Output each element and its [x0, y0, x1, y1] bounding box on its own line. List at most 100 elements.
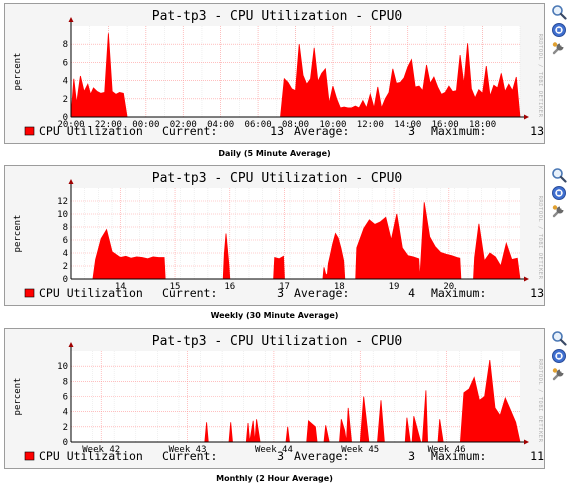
y-tick-label: 2 [63, 262, 68, 272]
legend-current-value: 13 [270, 124, 284, 138]
info-icon-glyph [552, 23, 566, 37]
zoom-icon[interactable] [551, 4, 567, 20]
legend-average-label: Average: [294, 124, 349, 138]
x-tick-label: 16:00 [432, 120, 459, 130]
zoom-icon-glyph [552, 5, 567, 20]
x-tick-label: 18 [334, 282, 345, 292]
legend-current-label: Current: [162, 449, 217, 463]
y-axis-label: percent [13, 378, 23, 416]
settings-wrench-icon[interactable] [551, 40, 567, 56]
y-tick-label: 6 [63, 236, 68, 246]
y-tick-label: 4 [63, 249, 68, 259]
legend-current-label: Current: [162, 124, 217, 138]
legend-label: CPU Utilization [39, 449, 143, 463]
monthly-chart-svg: 0 2 4 6 8 10 Week 42 Week 43 Week 44 Week 45 Week … [13, 334, 544, 463]
chart-title: Pat-tp3 - CPU Utilization - CPU0 [152, 334, 402, 349]
y-axis-label: percent [13, 53, 23, 91]
legend-maximum-label: Maximum: [431, 286, 486, 300]
x-tick-label: 02:00 [170, 120, 197, 130]
y-tick-label: 6 [63, 58, 68, 68]
legend-average-value: 4 [408, 286, 415, 300]
legend-label: CPU Utilization [39, 124, 143, 138]
daily-caption: Daily (5 Minute Average) [218, 149, 331, 158]
legend-average-value: 3 [408, 449, 415, 463]
x-tick-label: 10:00 [319, 120, 346, 130]
y-axis-label: percent [13, 215, 23, 253]
legend-label: CPU Utilization [39, 286, 143, 300]
zoom-icon-glyph [552, 168, 567, 183]
settings-wrench-icon-glyph [552, 42, 564, 55]
weekly-chart-svg: 0 2 4 6 8 10 12 14 15 16 17 18 19 20 Pat-tp3 - CPU Uti… [13, 171, 544, 300]
zoom-icon-glyph [552, 331, 567, 346]
monthly-cpu-graph: 0 2 4 6 8 10 Week 42 Week 43 Week 44 Week 45 Week … [4, 328, 545, 469]
x-tick-label: 17 [279, 282, 290, 292]
x-tick-label: Week 43 [169, 445, 207, 455]
monthly-caption: Monthly (2 Hour Average) [216, 474, 333, 483]
rrdtool-watermark: RRDTOOL / TOBI OETIKER [537, 34, 543, 118]
x-tick-label: 15 [170, 282, 181, 292]
x-tick-label: Week 44 [255, 445, 293, 455]
legend-current-value: 3 [277, 449, 284, 463]
y-tick-label: 12 [57, 197, 68, 207]
legend-average-label: Average: [294, 449, 349, 463]
x-tick-label: 19 [389, 282, 400, 292]
x-tick-label: Week 42 [82, 445, 120, 455]
monthly-tools [551, 330, 569, 384]
info-icon[interactable] [551, 22, 567, 38]
daily-tools [551, 4, 569, 58]
chart-title: Pat-tp3 - CPU Utilization - CPU0 [152, 9, 402, 24]
x-tick-label: Week 46 [428, 445, 466, 455]
weekly-cpu-graph: 0 2 4 6 8 10 12 14 15 16 17 18 19 20 Pat-tp3 - CPU Uti… [4, 165, 545, 306]
legend-current-label: Current: [162, 286, 217, 300]
x-tick-label: 20:00 [57, 120, 84, 130]
x-tick-label: 00:00 [132, 120, 159, 130]
y-tick-label: 0 [63, 275, 68, 285]
settings-wrench-icon-glyph [552, 368, 564, 381]
x-tick-label: 20 [443, 282, 454, 292]
legend-average-value: 3 [408, 124, 415, 138]
settings-wrench-icon[interactable] [551, 203, 567, 219]
legend-maximum-value: 11 [530, 449, 544, 463]
x-tick-label: 18:00 [469, 120, 496, 130]
y-tick-label: 2 [63, 423, 68, 433]
x-tick-label: 12:00 [357, 120, 384, 130]
y-axis-arrow [68, 179, 74, 184]
daily-chart-svg: 0 2 4 6 8 20:00 22:00 00:00 02:00 04:00 06:00 08:00… [13, 9, 544, 138]
y-tick-label: 4 [63, 77, 68, 87]
x-tick-label: 14 [115, 282, 126, 292]
y-tick-label: 0 [63, 438, 68, 448]
info-icon[interactable] [551, 185, 567, 201]
y-axis-arrow [68, 17, 74, 22]
x-axis-arrow [524, 439, 529, 445]
cpu-utilization-area [70, 33, 521, 118]
daily-cpu-graph: 0 2 4 6 8 20:00 22:00 00:00 02:00 04:00 06:00 08:00… [4, 3, 545, 144]
info-icon[interactable] [551, 348, 567, 364]
legend-maximum-value: 13 [530, 124, 544, 138]
zoom-icon[interactable] [551, 330, 567, 346]
y-tick-label: 4 [63, 408, 68, 418]
y-tick-label: 10 [57, 210, 68, 220]
chart-title: Pat-tp3 - CPU Utilization - CPU0 [152, 171, 402, 186]
legend-swatch [24, 288, 35, 298]
x-tick-label: 22:00 [95, 120, 122, 130]
y-tick-label: 8 [63, 223, 68, 233]
legend-maximum-label: Maximum: [431, 449, 486, 463]
rrdtool-watermark: RRDTOOL / TOBI OETIKER [537, 196, 543, 280]
zoom-icon[interactable] [551, 167, 567, 183]
x-tick-label: 04:00 [207, 120, 234, 130]
y-tick-label: 8 [63, 40, 68, 50]
settings-wrench-icon[interactable] [551, 366, 567, 382]
legend-maximum-label: Maximum: [431, 124, 486, 138]
y-tick-label: 10 [57, 362, 68, 372]
settings-wrench-icon-glyph [552, 205, 564, 218]
x-tick-label: 14:00 [394, 120, 421, 130]
legend-average-label: Average: [294, 286, 349, 300]
x-tick-label: 06:00 [245, 120, 272, 130]
legend-swatch [24, 126, 35, 136]
rrdtool-watermark: RRDTOOL / TOBI OETIKER [537, 359, 543, 443]
weekly-caption: Weekly (30 Minute Average) [210, 311, 339, 320]
info-icon-glyph [552, 186, 566, 200]
x-axis-arrow [524, 114, 529, 120]
y-axis-arrow [68, 342, 74, 347]
legend-swatch [24, 451, 35, 461]
